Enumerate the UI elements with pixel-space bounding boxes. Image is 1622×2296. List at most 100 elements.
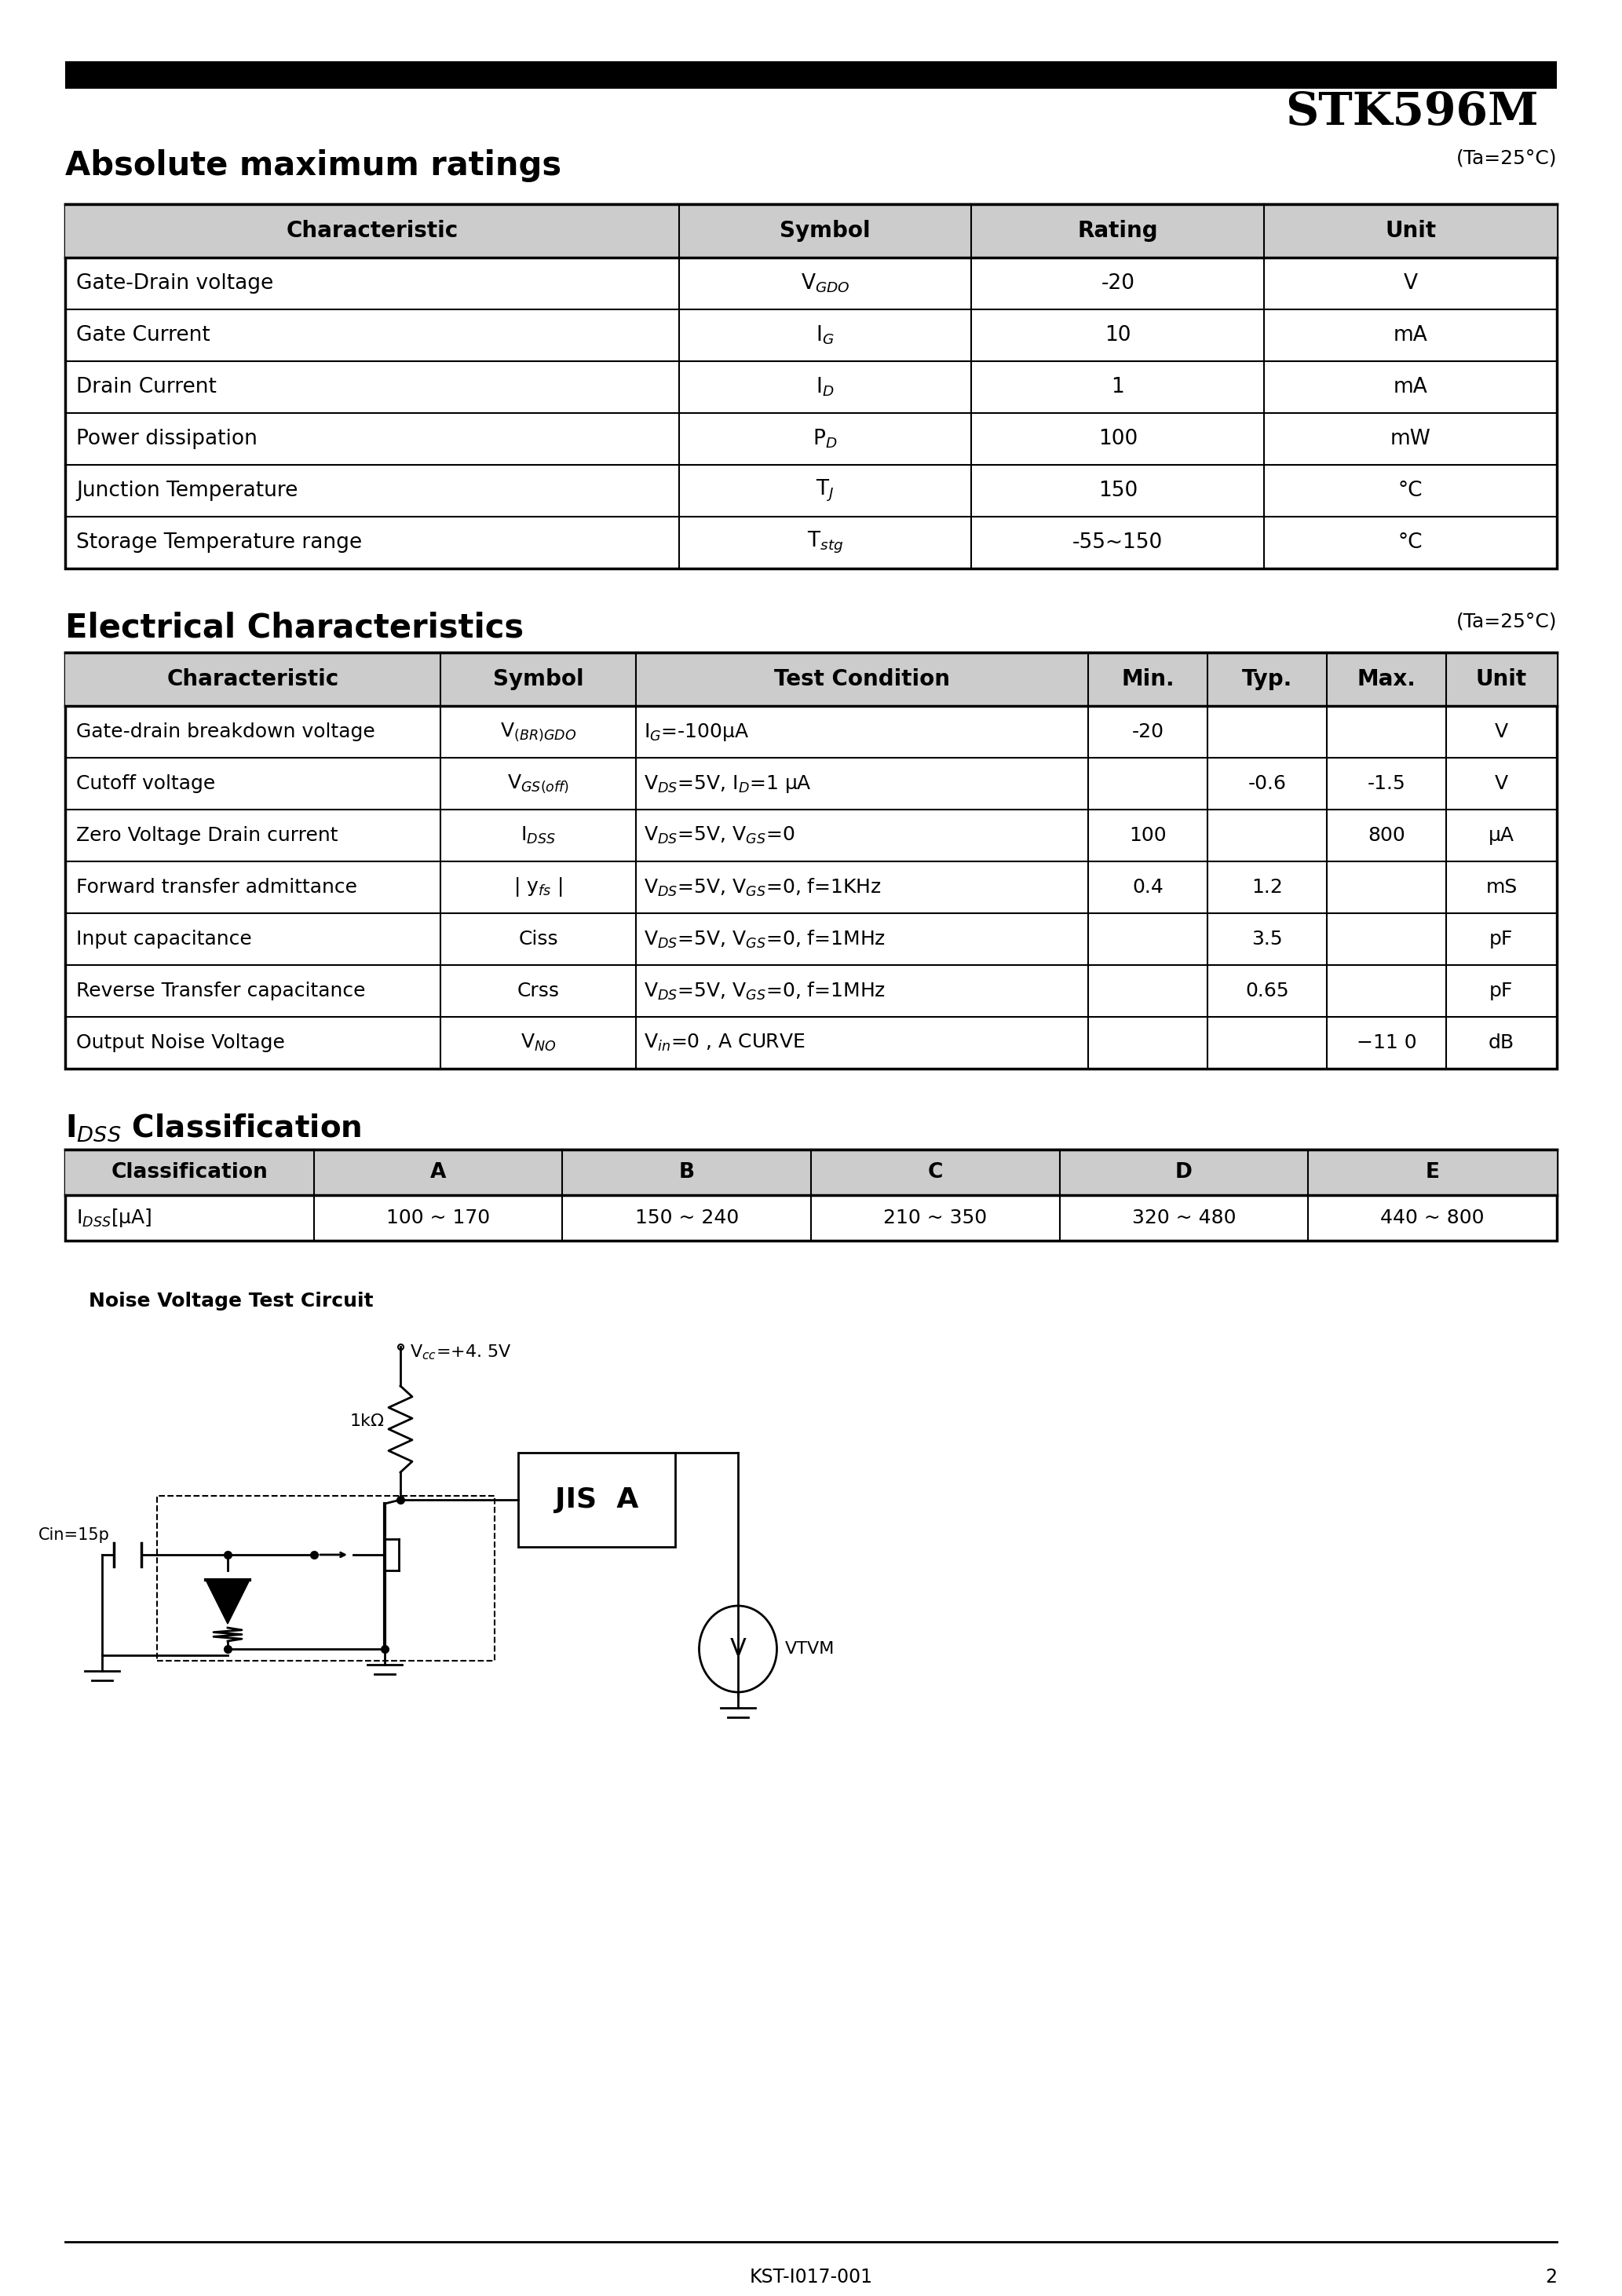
Text: Rating: Rating [1077,220,1158,241]
Text: 100: 100 [1098,429,1137,450]
Text: I$_{G}$: I$_{G}$ [816,324,834,347]
Text: Min.: Min. [1121,668,1174,691]
Text: V: V [1495,723,1508,742]
Text: Symbol: Symbol [493,668,584,691]
Text: pF: pF [1489,930,1513,948]
Bar [517,1453,675,1548]
Text: 440 ~ 800: 440 ~ 800 [1380,1208,1484,1228]
Text: Typ.: Typ. [1242,668,1293,691]
Text: V: V [1495,774,1508,792]
Text: Cutoff voltage: Cutoff voltage [76,774,216,792]
Text: -0.6: -0.6 [1247,774,1286,792]
Text: V$_{(BR)GDO}$: V$_{(BR)GDO}$ [500,721,576,742]
Text: Symbol: Symbol [780,220,871,241]
Bar [65,204,1557,257]
Text: Classification: Classification [110,1162,268,1182]
Text: Unit: Unit [1476,668,1526,691]
Text: Output Noise Voltage: Output Noise Voltage [76,1033,285,1052]
Polygon shape [206,1580,250,1623]
Text: 150 ~ 240: 150 ~ 240 [634,1208,738,1228]
Text: (Ta=25°C): (Ta=25°C) [1457,149,1557,168]
Text: 2: 2 [1546,2268,1557,2287]
Text: Ciss: Ciss [519,930,558,948]
Text: Cin=15p: Cin=15p [39,1527,110,1543]
Text: 0.4: 0.4 [1132,877,1163,898]
Text: mA: mA [1393,326,1427,344]
Bar [65,652,1557,705]
Text: Characteristic: Characteristic [167,668,339,691]
Ellipse shape [699,1605,777,1692]
Bar [65,1150,1557,1196]
Text: V$_{DS}$=5V, V$_{GS}$=0, f=1MHz: V$_{DS}$=5V, V$_{GS}$=0, f=1MHz [644,928,886,951]
Text: pF: pF [1489,980,1513,1001]
Text: B: B [678,1162,694,1182]
Text: V$_{GDO}$: V$_{GDO}$ [801,273,850,294]
Text: -1.5: -1.5 [1367,774,1406,792]
Text: Unit: Unit [1385,220,1435,241]
Text: I$_{DSS}$[μA]: I$_{DSS}$[μA] [76,1208,152,1228]
Text: E: E [1426,1162,1440,1182]
Bar [65,652,1557,1068]
Text: V$_{cc}$=+4. 5V: V$_{cc}$=+4. 5V [410,1343,513,1362]
Text: VTVM: VTVM [785,1642,835,1658]
Text: V$_{DS}$=5V, V$_{GS}$=0, f=1MHz: V$_{DS}$=5V, V$_{GS}$=0, f=1MHz [644,980,886,1001]
Text: Forward transfer admittance: Forward transfer admittance [76,877,357,898]
Text: T$_{J}$: T$_{J}$ [816,478,834,503]
Text: mW: mW [1390,429,1431,450]
Text: Junction Temperature: Junction Temperature [76,480,298,501]
Text: 150: 150 [1098,480,1137,501]
Text: Power dissipation: Power dissipation [76,429,258,450]
Text: -20: -20 [1132,723,1165,742]
Text: Reverse Transfer capacitance: Reverse Transfer capacitance [76,980,365,1001]
Text: I$_{DSS}$: I$_{DSS}$ [521,824,556,845]
Text: Gate Current: Gate Current [76,326,211,344]
Text: °C: °C [1398,533,1422,553]
Text: °C: °C [1398,480,1422,501]
Text: I$_{G}$=-100μA: I$_{G}$=-100μA [644,721,749,742]
Text: Test Condition: Test Condition [774,668,950,691]
Text: I$_{DSS}$ Classification: I$_{DSS}$ Classification [65,1111,362,1143]
Text: 3.5: 3.5 [1252,930,1283,948]
Bar [157,1497,495,1660]
Text: KST-I017-001: KST-I017-001 [749,2268,873,2287]
Text: V$_{GS(off)}$: V$_{GS(off)}$ [508,774,569,794]
Text: Drain Current: Drain Current [76,377,217,397]
Text: 1kΩ: 1kΩ [350,1414,384,1428]
Text: V$_{DS}$=5V, V$_{GS}$=0: V$_{DS}$=5V, V$_{GS}$=0 [644,824,795,845]
Text: C: C [928,1162,942,1182]
Text: 0.65: 0.65 [1246,980,1289,1001]
Text: -55~150: -55~150 [1072,533,1163,553]
Text: Characteristic: Characteristic [285,220,457,241]
Text: Zero Voltage Drain current: Zero Voltage Drain current [76,827,337,845]
Text: mA: mA [1393,377,1427,397]
Text: Input capacitance: Input capacitance [76,930,251,948]
Bar [65,1150,1557,1240]
Text: V: V [1403,273,1418,294]
Text: (Ta=25°C): (Ta=25°C) [1457,611,1557,631]
Text: | y$_{fs}$ |: | y$_{fs}$ | [514,875,563,898]
Text: V$_{NO}$: V$_{NO}$ [521,1033,556,1054]
Text: STK596M: STK596M [1286,90,1539,133]
Text: 210 ~ 350: 210 ~ 350 [884,1208,988,1228]
Text: V: V [730,1637,746,1660]
Text: V$_{in}$=0 , A CURVE: V$_{in}$=0 , A CURVE [644,1033,806,1054]
Text: Storage Temperature range: Storage Temperature range [76,533,362,553]
Text: D: D [1176,1162,1192,1182]
Text: dB: dB [1489,1033,1515,1052]
Text: 1: 1 [1111,377,1124,397]
Text: Electrical Characteristics: Electrical Characteristics [65,611,524,645]
Text: I$_{D}$: I$_{D}$ [816,377,834,397]
Text: 1.2: 1.2 [1252,877,1283,898]
Bar [65,62,1557,90]
Text: A: A [430,1162,446,1182]
Text: Absolute maximum ratings: Absolute maximum ratings [65,149,561,181]
Text: Gate-Drain voltage: Gate-Drain voltage [76,273,274,294]
Text: 10: 10 [1105,326,1131,344]
Text: P$_{D}$: P$_{D}$ [813,427,837,450]
Text: -20: -20 [1101,273,1135,294]
Bar [65,204,1557,569]
Text: T$_{stg}$: T$_{stg}$ [808,530,843,556]
Text: Noise Voltage Test Circuit: Noise Voltage Test Circuit [89,1293,373,1311]
Text: 800: 800 [1367,827,1405,845]
Text: V$_{DS}$=5V, V$_{GS}$=0, f=1KHz: V$_{DS}$=5V, V$_{GS}$=0, f=1KHz [644,877,882,898]
